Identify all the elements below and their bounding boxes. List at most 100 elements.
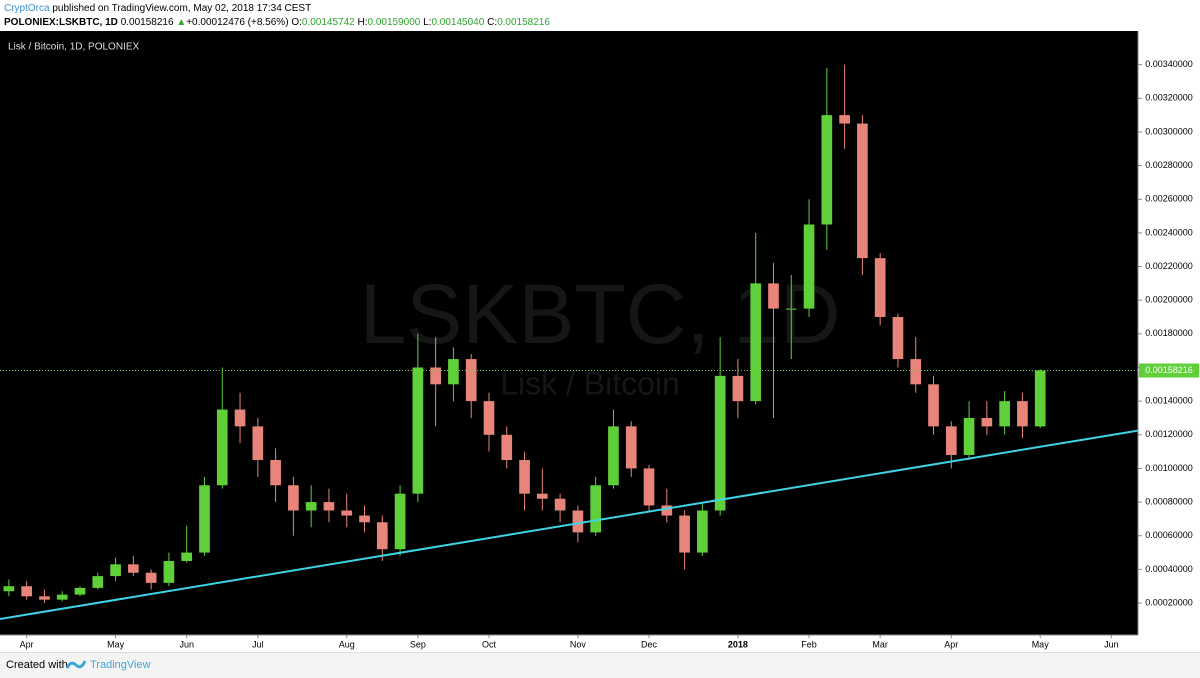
y-tick-label: 0.00020000 [1145, 597, 1193, 607]
y-tick-label: 0.00240000 [1145, 227, 1193, 237]
brand[interactable]: TradingView [90, 659, 151, 671]
quote-line: POLONIEX:LSKBTC, 1D 0.00158216 ▲+0.00012… [4, 17, 550, 28]
candle-body [3, 586, 15, 592]
candle-body [92, 576, 104, 588]
chart: LSKBTC, 1D Lisk / Bitcoin Lisk / Bitcoin… [0, 31, 1200, 651]
candle-body [128, 564, 139, 573]
candle-body [216, 409, 228, 486]
candle-body [892, 317, 904, 360]
x-tick-label: Nov [570, 639, 587, 649]
price: 0.00158216 [120, 17, 174, 28]
header: CryptOrca published on TradingView.com, … [0, 0, 1200, 31]
candle-body [608, 426, 619, 486]
y-tick-label: 0.00280000 [1145, 160, 1193, 170]
ohlc-value: 0.00145040 [431, 17, 485, 28]
candle-body [394, 493, 406, 550]
candle-body [590, 485, 602, 533]
candle-body [483, 401, 495, 435]
ohlc: O:0.00145742 H:0.00159000 L:0.00145040 C… [291, 17, 550, 28]
x-axis-area [0, 635, 1138, 651]
candle-body [359, 515, 370, 523]
x-tick-label: Aug [339, 639, 355, 649]
candle-body [1034, 370, 1046, 427]
change: +0.00012476 (+8.56%) [186, 17, 289, 28]
candle-body [465, 359, 477, 402]
y-tick-label: 0.00100000 [1145, 463, 1193, 473]
chart-title: Lisk / Bitcoin, 1D, POLONIEX [8, 42, 139, 53]
candle-body [999, 401, 1010, 427]
ohlc-value: 0.00158216 [497, 17, 550, 28]
candle-body [323, 502, 335, 511]
candle-body [963, 417, 975, 455]
last-price-box [1139, 363, 1199, 378]
y-tick-label: 0.00200000 [1145, 295, 1193, 305]
y-tick-label: 0.00120000 [1145, 429, 1193, 439]
y-tick-label: 0.00340000 [1145, 59, 1193, 69]
candle-body [750, 283, 762, 402]
author[interactable]: CryptOrca [4, 3, 50, 14]
candle-body [21, 586, 33, 597]
x-tick-label: Dec [641, 639, 658, 649]
x-tick-label: Mar [872, 639, 888, 649]
published: published on TradingView.com, May 02, 20… [52, 3, 312, 14]
x-tick-label: Apr [20, 639, 34, 649]
y-tick-label: 0.00040000 [1145, 564, 1193, 574]
candle-body [270, 460, 281, 486]
candle-body [341, 510, 353, 516]
symbol: POLONIEX:LSKBTC, 1D [4, 17, 118, 28]
candle-body [554, 498, 566, 511]
tv-logo [66, 660, 86, 669]
y-tick-label: 0.00300000 [1145, 126, 1193, 136]
candle-body [910, 359, 922, 385]
candle-body [1017, 401, 1028, 427]
candle-body [839, 115, 850, 124]
candle-body [768, 283, 779, 309]
x-tick-label: 2018 [728, 639, 748, 649]
candle-body [981, 417, 993, 427]
candle-body [679, 515, 690, 553]
candle-body [785, 308, 797, 310]
y-tick-label: 0.00060000 [1145, 530, 1193, 540]
y-tick-label: 0.00140000 [1145, 396, 1193, 406]
candle-body [74, 587, 86, 595]
candle-body [519, 460, 530, 494]
ohlc-value: 0.00159000 [367, 17, 421, 28]
ohlc-label: H: [357, 17, 368, 28]
candle-body [661, 505, 673, 516]
candle-body [376, 522, 388, 550]
candle-body [252, 426, 264, 461]
x-tick-label: May [1032, 639, 1050, 649]
ohlc-value: 0.00145742 [301, 17, 355, 28]
candle-body [448, 359, 459, 385]
candle-body [874, 258, 886, 318]
plot-background [0, 31, 1138, 635]
candle-body [857, 123, 868, 259]
x-tick-label: Jun [179, 639, 194, 649]
candle-body [39, 596, 50, 600]
candle-body [181, 552, 193, 561]
arrow: ▲ [176, 17, 187, 28]
candle-body [714, 375, 726, 511]
watermark-symbol: LSKBTC, 1D [360, 267, 841, 361]
ohlc-label: L: [423, 17, 432, 28]
footer: Created with TradingView [0, 652, 1200, 678]
candle-body [697, 510, 708, 553]
candle-body [288, 485, 299, 511]
last-price-label: 0.00158216 [1145, 365, 1193, 375]
x-tick-label: Apr [944, 639, 958, 649]
y-tick-label: 0.00080000 [1145, 496, 1193, 506]
candle-body [643, 468, 655, 506]
x-tick-label: Oct [482, 639, 497, 649]
candle-body [412, 367, 424, 494]
candle-body [572, 510, 584, 533]
trendline [0, 429, 1139, 621]
candle-body [536, 493, 548, 499]
candle-body [625, 426, 637, 469]
watermark-name: Lisk / Bitcoin [500, 365, 680, 401]
candle-body [56, 594, 68, 600]
candle-body [430, 367, 441, 385]
candle-body [163, 560, 175, 583]
y-tick-label: 0.00260000 [1145, 194, 1193, 204]
candle-body [501, 434, 513, 461]
candle-body [928, 384, 939, 427]
